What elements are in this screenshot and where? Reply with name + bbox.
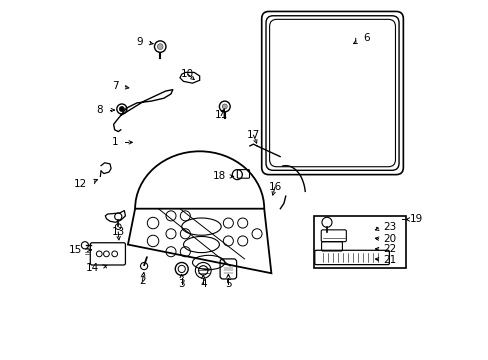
Text: 6: 6 bbox=[362, 33, 369, 43]
Text: 2: 2 bbox=[139, 276, 145, 286]
Text: 14: 14 bbox=[86, 263, 99, 273]
Text: 1: 1 bbox=[111, 138, 118, 147]
Circle shape bbox=[222, 104, 227, 109]
Text: 13: 13 bbox=[111, 227, 124, 237]
Text: 18: 18 bbox=[212, 171, 225, 181]
Text: 10: 10 bbox=[181, 69, 194, 79]
Text: 23: 23 bbox=[383, 222, 396, 232]
Circle shape bbox=[119, 107, 124, 112]
Text: 9: 9 bbox=[137, 37, 143, 47]
Text: 22: 22 bbox=[383, 244, 396, 254]
Text: 21: 21 bbox=[383, 255, 396, 265]
Text: 16: 16 bbox=[268, 182, 281, 192]
Text: 12: 12 bbox=[74, 179, 87, 189]
Text: 19: 19 bbox=[408, 215, 422, 224]
Text: 3: 3 bbox=[178, 279, 184, 289]
Circle shape bbox=[157, 44, 163, 49]
Text: 20: 20 bbox=[383, 234, 396, 244]
Text: 4: 4 bbox=[200, 279, 206, 289]
Text: 7: 7 bbox=[111, 81, 118, 91]
Bar bbox=[314, 216, 405, 268]
Text: 5: 5 bbox=[224, 279, 231, 289]
Text: 11: 11 bbox=[214, 111, 227, 121]
Text: 8: 8 bbox=[96, 105, 102, 115]
Text: 15: 15 bbox=[69, 245, 82, 255]
Text: 17: 17 bbox=[246, 130, 260, 140]
